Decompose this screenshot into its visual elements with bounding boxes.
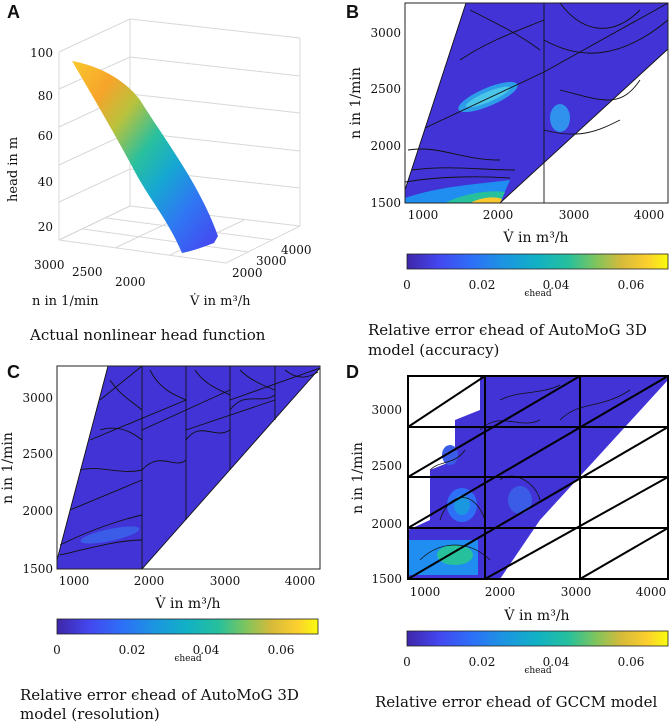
colorbar-ticks: 0 0.02 0.04 0.06 [403,655,644,669]
caption-c-line1: Relative error ϵhead of AutoMoG 3D [20,686,299,704]
svg-text:2000: 2000 [371,517,402,531]
svg-text:0.04: 0.04 [543,278,570,292]
svg-text:1000: 1000 [408,208,439,222]
svg-text:80: 80 [38,89,53,103]
y-axis-label: V̇ in m³/h [189,293,251,309]
y-ticks: 1500 2000 2500 3000 [370,26,401,210]
svg-text:0.06: 0.06 [618,278,645,292]
panel-a: A 20 4 [6,2,312,309]
svg-text:1500: 1500 [371,572,402,586]
svg-text:3000: 3000 [561,585,592,599]
svg-text:3000: 3000 [34,258,65,272]
svg-text:2000: 2000 [232,266,263,280]
y-ticks: 1500 2000 2500 3000 [22,391,53,576]
caption-b-line2: model (accuracy) [368,341,500,359]
svg-text:0.04: 0.04 [543,655,570,669]
panel-letter: C [7,362,20,382]
panel-d: D [346,362,669,676]
svg-text:2000: 2000 [483,208,514,222]
svg-text:3000: 3000 [22,391,53,405]
colorbar-label: ϵhead [524,666,552,676]
colorbar-ticks: 0 0.02 0.04 0.06 [403,278,644,292]
svg-text:0.06: 0.06 [268,643,295,657]
panel-letter: A [7,2,20,22]
x-axis-label: V̇ in m³/h [502,228,568,246]
svg-text:2500: 2500 [72,265,103,279]
y-ticks: 2000 3000 4000 [232,243,312,280]
z-axis-label: head in m [6,137,21,202]
svg-text:0.02: 0.02 [469,655,496,669]
svg-text:0.02: 0.02 [119,643,146,657]
svg-text:1500: 1500 [22,562,53,576]
svg-text:2000: 2000 [370,139,401,153]
svg-text:4000: 4000 [285,574,316,588]
svg-text:3000: 3000 [370,26,401,40]
panel-letter: B [346,2,359,22]
x-ticks: 1000 2000 3000 4000 [410,585,667,599]
region-fill [57,366,320,569]
svg-text:4000: 4000 [281,243,312,257]
x-ticks: 1000 2000 3000 4000 [408,208,665,222]
z-ticks: 20 40 60 80 100 [30,46,53,234]
plot-frame [407,375,669,580]
svg-text:2000: 2000 [134,574,165,588]
svg-text:1000: 1000 [59,574,90,588]
svg-text:3000: 3000 [210,574,241,588]
caption-a: Actual nonlinear head function [30,326,266,344]
svg-text:1500: 1500 [370,196,401,210]
svg-text:0.04: 0.04 [193,643,220,657]
region-fill [405,3,668,203]
caption-c-line2: model (resolution) [20,705,160,723]
contour-lines [405,3,668,203]
panel-c: C [0,362,321,664]
colorbar [56,618,319,635]
svg-text:0.06: 0.06 [618,655,645,669]
svg-text:2000: 2000 [485,585,516,599]
svg-text:3000: 3000 [559,208,590,222]
svg-text:2500: 2500 [370,82,401,96]
x-axis-label: n in 1/min [32,294,99,309]
triangulation-grid [407,375,669,580]
svg-text:100: 100 [30,46,53,60]
svg-text:0: 0 [403,278,411,292]
colorbar [406,253,669,270]
svg-text:20: 20 [38,220,53,234]
y-axis-label: n in 1/min [350,442,366,514]
y-ticks: 1500 2000 2500 3000 [371,403,402,586]
svg-text:0: 0 [53,643,61,657]
svg-text:60: 60 [38,129,53,143]
svg-text:2000: 2000 [115,275,146,289]
y-axis-label: n in 1/min [348,67,364,139]
caption-b-line1: Relative error ϵhead of AutoMoG 3D [368,321,647,339]
x-axis-label: V̇ in m³/h [154,594,220,612]
svg-text:2500: 2500 [371,459,402,473]
svg-text:1000: 1000 [410,585,441,599]
svg-text:4000: 4000 [634,208,665,222]
caption-d: Relative error ϵhead of GCCM model [375,693,658,711]
colorbar-label: ϵhead [524,289,552,299]
colorbar-label: ϵhead [174,654,202,664]
panel-b: B [346,2,669,299]
x-axis-label: V̇ in m³/h [503,606,569,624]
panel-letter: D [346,362,359,382]
svg-text:4000: 4000 [636,585,667,599]
svg-text:2000: 2000 [22,504,53,518]
svg-text:0.02: 0.02 [469,278,496,292]
contour-lines [57,366,320,569]
svg-text:3000: 3000 [371,403,402,417]
y-axis-label: n in 1/min [0,432,16,504]
x-ticks: 3000 2500 2000 [34,258,146,289]
colorbar [406,630,669,647]
svg-text:3000: 3000 [256,254,287,268]
plot-frame [404,2,669,204]
colorbar-ticks: 0 0.02 0.04 0.06 [53,643,294,657]
svg-text:2500: 2500 [22,447,53,461]
x-ticks: 1000 2000 3000 4000 [59,574,316,588]
svg-text:0: 0 [403,655,411,669]
plot-frame [56,365,321,570]
head-surface [72,61,218,253]
svg-text:40: 40 [38,175,53,189]
